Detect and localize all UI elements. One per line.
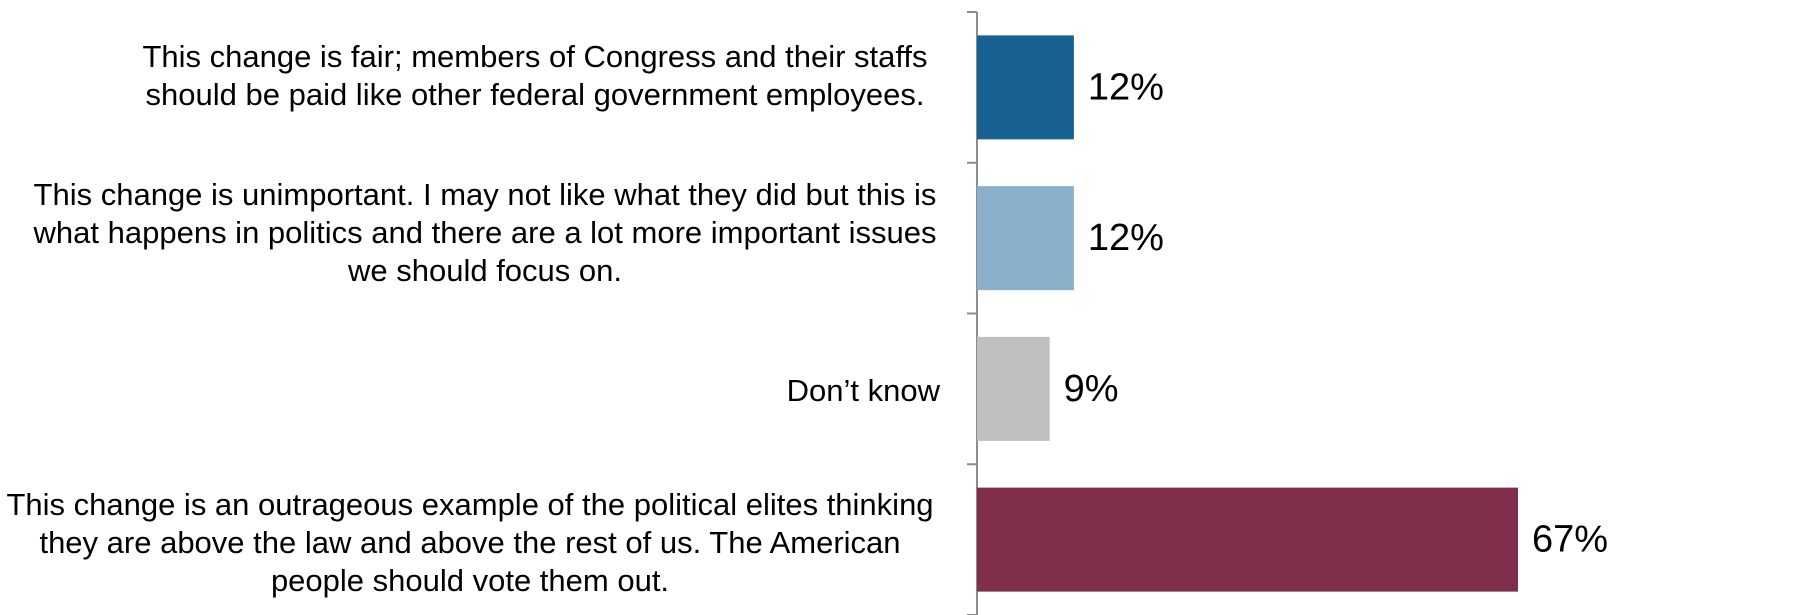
value-label-dont-know: 9% bbox=[1064, 368, 1119, 410]
value-labels: 12% 12% 9% 67% bbox=[1064, 66, 1608, 560]
bar-dont-know bbox=[977, 336, 1050, 441]
bar-unimportant bbox=[977, 186, 1074, 291]
bar-outrageous bbox=[977, 487, 1518, 592]
category-label-dont-know: Don’t know bbox=[786, 373, 940, 408]
bars bbox=[977, 35, 1518, 592]
category-label-outrageous: This change is an outrageous example of … bbox=[6, 487, 934, 598]
value-label-unimportant: 12% bbox=[1088, 217, 1164, 259]
value-label-outrageous: 67% bbox=[1532, 519, 1608, 561]
category-axis bbox=[967, 11, 978, 615]
value-label-fair: 12% bbox=[1088, 66, 1164, 108]
category-label-fair: This change is fair; members of Congress… bbox=[142, 39, 928, 112]
bar-fair bbox=[977, 35, 1074, 140]
category-label-unimportant: This change is unimportant. I may not li… bbox=[33, 177, 937, 288]
